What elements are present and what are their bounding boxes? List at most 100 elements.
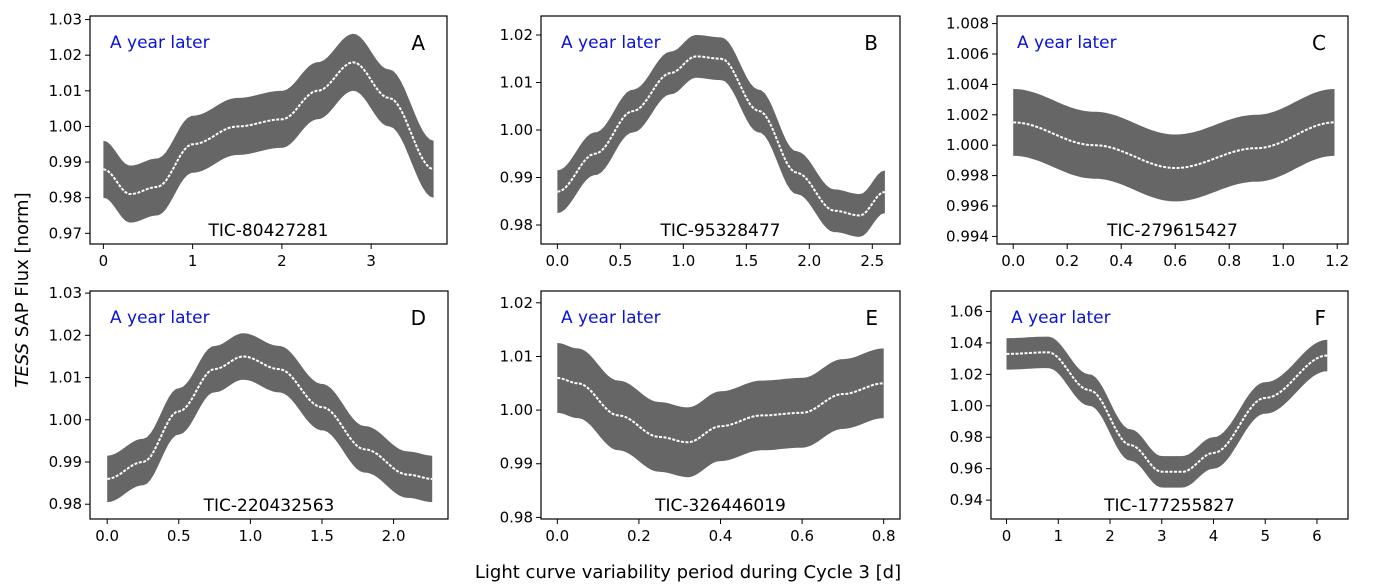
x-tick-label: 0	[99, 252, 109, 270]
y-tick-label: 1.002	[946, 106, 989, 124]
tic-label: TIC-80427281	[208, 221, 329, 241]
x-tick-label: 0.4	[709, 527, 733, 545]
y-tick-label: 1.01	[500, 74, 533, 92]
y-tick-label: 0.98	[500, 216, 533, 234]
y-tick-label: 0.998	[946, 167, 989, 185]
x-tick-label: 4	[1209, 527, 1219, 545]
x-tick-label: 2.0	[797, 252, 821, 270]
x-tick-label: 1.2	[1325, 252, 1349, 270]
tic-label: TIC-279615427	[1106, 221, 1238, 241]
y-tick-label: 1.02	[500, 26, 533, 44]
y-tick-label: 1.01	[49, 369, 82, 387]
chart-panel-c: 0.0 0.2 0.4 0.6 0.8 1.0 1.2 0.994 0.996 0.998 1.00…	[946, 15, 1349, 270]
x-tick-label: 0.0	[545, 252, 569, 270]
annotation-a-year-later: A year later	[561, 33, 661, 53]
y-tick-label: 1.01	[49, 82, 82, 100]
y-tick-label: 1.00	[49, 411, 82, 429]
y-tick-label: 1.02	[49, 326, 82, 344]
y-tick-label: 0.996	[946, 197, 989, 215]
y-tick-label: 0.99	[500, 455, 533, 473]
x-tick-label: 1.0	[238, 527, 262, 545]
x-tick-label: 0.8	[872, 527, 896, 545]
annotation-a-year-later: A year later	[110, 33, 210, 53]
y-tick-label: 1.00	[950, 397, 983, 415]
x-tick-label: 1.0	[1271, 252, 1295, 270]
x-tick-label: 2.5	[860, 252, 884, 270]
panel-letter: E	[865, 306, 878, 330]
x-tick-label: 1.0	[671, 252, 695, 270]
x-tick-label: 2	[277, 252, 287, 270]
x-tick-label: 0.2	[1055, 252, 1079, 270]
x-tick-label: 0	[1002, 527, 1012, 545]
scatter-band-e	[557, 343, 884, 478]
y-tick-label: 0.97	[49, 224, 82, 242]
y-tick-label: 1.00	[500, 121, 533, 139]
x-tick-label: 6	[1312, 527, 1322, 545]
axes-frame	[996, 15, 1349, 245]
scatter-band-c	[1013, 89, 1335, 202]
y-tick-label: 0.99	[49, 453, 82, 471]
x-tick-label: 0.2	[627, 527, 651, 545]
y-tick-label: 1.00	[49, 117, 82, 135]
y-tick-label: 1.01	[500, 347, 533, 365]
x-tick-label: 0.6	[790, 527, 814, 545]
y-axis-label-italic: TESS	[12, 343, 33, 388]
annotation-a-year-later: A year later	[561, 308, 661, 328]
y-tick-label: 1.008	[946, 15, 989, 33]
tic-label: TIC-326446019	[654, 496, 786, 516]
x-tick-label: 2.0	[382, 527, 406, 545]
x-tick-label: 1	[1053, 527, 1063, 545]
y-tick-label: 1.00	[500, 401, 533, 419]
x-tick-label: 0.5	[167, 527, 191, 545]
y-axis-label: TESS SAP Flux [norm]	[12, 192, 33, 387]
panel-letter: C	[1312, 31, 1326, 55]
binned-trend-d	[107, 355, 433, 480]
axes-frame	[89, 15, 448, 245]
scatter-band-a	[103, 33, 434, 223]
chart-panel-b: 0.0 0.5 1.0 1.5 2.0 2.5 0.98 0.99 1.00 1.01 1.02 A …	[500, 15, 901, 270]
y-tick-label: 0.994	[946, 227, 989, 245]
y-tick-label: 1.02	[49, 46, 82, 64]
x-tick-label: 3	[366, 252, 376, 270]
x-tick-label: 2	[1105, 527, 1115, 545]
axes-frame	[990, 290, 1349, 520]
panel-letter: D	[411, 306, 426, 330]
x-tick-label: 0.5	[608, 252, 632, 270]
chart-panel-e: 0.0 0.2 0.4 0.6 0.8 0.98 0.99 1.00 1.01 1.02 A yea…	[500, 290, 901, 545]
annotation-a-year-later: A year later	[1011, 308, 1111, 328]
y-tick-label: 1.04	[950, 334, 983, 352]
y-tick-label: 1.06	[950, 302, 983, 320]
tic-label: TIC-95328477	[660, 221, 781, 241]
panel-letter: A	[411, 31, 425, 55]
y-tick-label: 0.99	[49, 153, 82, 171]
y-tick-label: 0.98	[49, 495, 82, 513]
y-tick-label: 1.02	[950, 365, 983, 383]
annotation-a-year-later: A year later	[1017, 33, 1117, 53]
x-tick-label: 0.8	[1217, 252, 1241, 270]
y-tick-label: 1.000	[946, 136, 989, 154]
y-tick-label: 1.02	[500, 294, 533, 312]
y-tick-label: 0.94	[950, 491, 983, 509]
annotation-a-year-later: A year later	[110, 308, 210, 328]
axes-frame	[89, 290, 449, 520]
chart-panel-f: 0 1 2 3 4 5 6 0.94 0.96 0.98 1.00 1.02 1.04 1.06 A yea…	[950, 290, 1349, 545]
tic-label: TIC-220432563	[203, 496, 335, 516]
binned-trend-c	[1013, 121, 1335, 169]
y-tick-label: 1.03	[49, 11, 82, 29]
x-tick-label: 0.0	[1001, 252, 1025, 270]
y-tick-label: 1.006	[946, 45, 989, 63]
x-tick-label: 5	[1260, 527, 1270, 545]
chart-panel-a: 0 1 2 3 0.97 0.98 0.99 1.00 1.01 1.02 1.03 A year l…	[49, 11, 448, 270]
scatter-band-d	[107, 333, 433, 503]
scatter-band-b	[557, 35, 885, 237]
x-tick-label: 0.0	[545, 527, 569, 545]
binned-trend-e	[557, 376, 884, 444]
y-tick-label: 0.96	[950, 460, 983, 478]
y-tick-label: 0.98	[500, 508, 533, 526]
y-tick-label: 1.004	[946, 75, 989, 93]
x-tick-label: 3	[1157, 527, 1167, 545]
binned-trend-f	[1006, 351, 1328, 473]
x-tick-label: 1.5	[734, 252, 758, 270]
y-tick-label: 0.99	[500, 169, 533, 187]
